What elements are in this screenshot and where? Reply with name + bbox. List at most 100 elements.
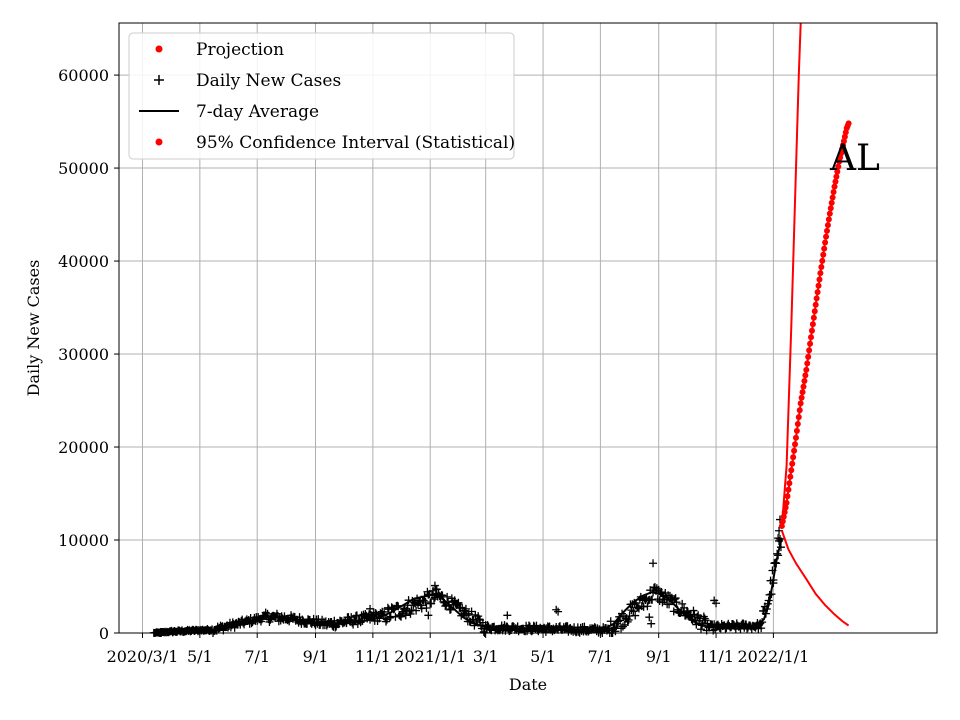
projection-point <box>810 314 817 321</box>
x-axis-label: Date <box>509 675 547 694</box>
projection-point <box>829 194 836 201</box>
y-axis-ticks: 0 10000 20000 30000 40000 50000 60000 <box>58 66 119 643</box>
daily-new-cases-point <box>712 599 721 608</box>
projection-dots <box>778 120 852 530</box>
daily-new-cases-point <box>643 602 652 611</box>
daily-new-cases-point <box>623 617 632 626</box>
95-confidence-interval-statistical-upper-line <box>780 22 802 527</box>
daily-new-cases-point <box>552 605 561 614</box>
daily-new-cases-point <box>406 609 415 618</box>
daily-new-cases-point <box>774 534 783 543</box>
projection-point <box>830 189 837 196</box>
x-tick-label: 2021/1/1 <box>394 647 466 666</box>
daily-new-cases-point <box>422 603 431 612</box>
projection-point <box>825 216 832 223</box>
daily-new-cases-point <box>618 622 627 631</box>
legend: Projection Daily New Cases 7-day Average 95… <box>128 32 515 160</box>
daily-new-cases-point <box>689 606 698 615</box>
projection-point <box>793 427 800 434</box>
projection-point <box>804 360 811 367</box>
projection-point <box>834 168 841 175</box>
daily-new-cases-point <box>430 581 439 590</box>
projection-point <box>789 460 796 467</box>
projection-point <box>796 407 803 414</box>
x-tick-label: 7/1 <box>244 647 270 666</box>
projection-point <box>814 289 821 296</box>
legend-label: 95% Confidence Interval (Statistical) <box>196 133 515 153</box>
daily-new-cases-point <box>624 615 633 624</box>
daily-new-cases-point <box>467 607 476 616</box>
daily-new-cases-point <box>606 617 615 626</box>
daily-new-cases-point <box>462 611 471 620</box>
projection-point <box>790 454 797 461</box>
daily-new-cases-point <box>369 608 378 617</box>
projection-point <box>827 205 834 212</box>
projection-point <box>808 334 815 341</box>
projection-point <box>819 257 826 264</box>
projection-point <box>779 518 786 525</box>
daily-new-cases-point <box>454 598 463 607</box>
legend-entry: 7-day Average <box>139 102 319 122</box>
projection-point <box>806 347 813 354</box>
legend-dot-marker <box>155 45 163 53</box>
daily-new-cases-point <box>672 598 681 607</box>
daily-new-cases-point <box>665 600 674 609</box>
projection-point <box>822 239 829 246</box>
projection-point <box>816 276 823 283</box>
daily-new-cases-point <box>669 607 678 616</box>
projection-point <box>780 513 787 520</box>
projection-point <box>835 163 842 170</box>
x-tick-label: 9/1 <box>303 647 329 666</box>
projection-point <box>818 264 825 270</box>
daily-new-cases-point <box>453 600 462 609</box>
daily-new-cases-point <box>432 585 441 594</box>
x-tick-label: 2022/1/1 <box>737 647 809 666</box>
daily-new-cases-point <box>633 603 642 612</box>
daily-new-cases-point <box>366 604 375 613</box>
projection-point <box>808 327 815 334</box>
projection-point <box>845 120 852 127</box>
projection-point <box>831 183 838 190</box>
x-tick-label: 5/1 <box>530 647 556 666</box>
daily-new-cases-point <box>611 627 620 636</box>
95-confidence-interval-statistical-lower-line <box>780 530 850 627</box>
daily-new-cases-point <box>475 615 484 624</box>
y-tick-label: 50000 <box>58 159 109 178</box>
daily-new-cases-point <box>700 614 709 623</box>
daily-new-cases-point <box>419 596 428 605</box>
projection-point <box>788 467 795 474</box>
projection-point <box>784 493 791 500</box>
projection-point <box>795 414 802 421</box>
projection-point <box>799 389 806 396</box>
x-tick-label: 3/1 <box>473 647 499 666</box>
projection-point <box>803 366 810 373</box>
projection-point <box>817 270 824 277</box>
projection-point <box>820 251 827 258</box>
daily-new-cases-point <box>385 613 394 622</box>
legend-entry: Daily New Cases <box>154 71 341 91</box>
7-day-average-line <box>153 537 783 634</box>
projection-point <box>786 480 793 487</box>
projection-point <box>781 509 788 516</box>
projection-point <box>791 447 798 454</box>
daily-new-cases-point <box>671 594 680 603</box>
legend-label: 7-day Average <box>196 102 319 122</box>
plot-area <box>149 22 852 637</box>
x-tick-label: 11/1 <box>355 647 391 666</box>
projection-point <box>811 308 818 315</box>
legend-entry: Projection <box>155 40 284 60</box>
legend-box <box>128 32 515 160</box>
legend-entry: 95% Confidence Interval (Statistical) <box>155 133 515 153</box>
daily-new-cases-point <box>261 608 270 617</box>
projection-point <box>809 321 816 328</box>
projection-point <box>797 400 804 407</box>
y-tick-label: 0 <box>99 624 109 643</box>
daily-new-cases-point <box>775 526 784 535</box>
y-axis-label: Daily New Cases <box>24 260 43 397</box>
projection-point <box>802 372 809 379</box>
daily-new-cases-point <box>647 619 656 628</box>
y-tick-label: 30000 <box>58 345 109 364</box>
daily-new-cases-point <box>629 607 638 616</box>
projection-point <box>787 473 794 480</box>
